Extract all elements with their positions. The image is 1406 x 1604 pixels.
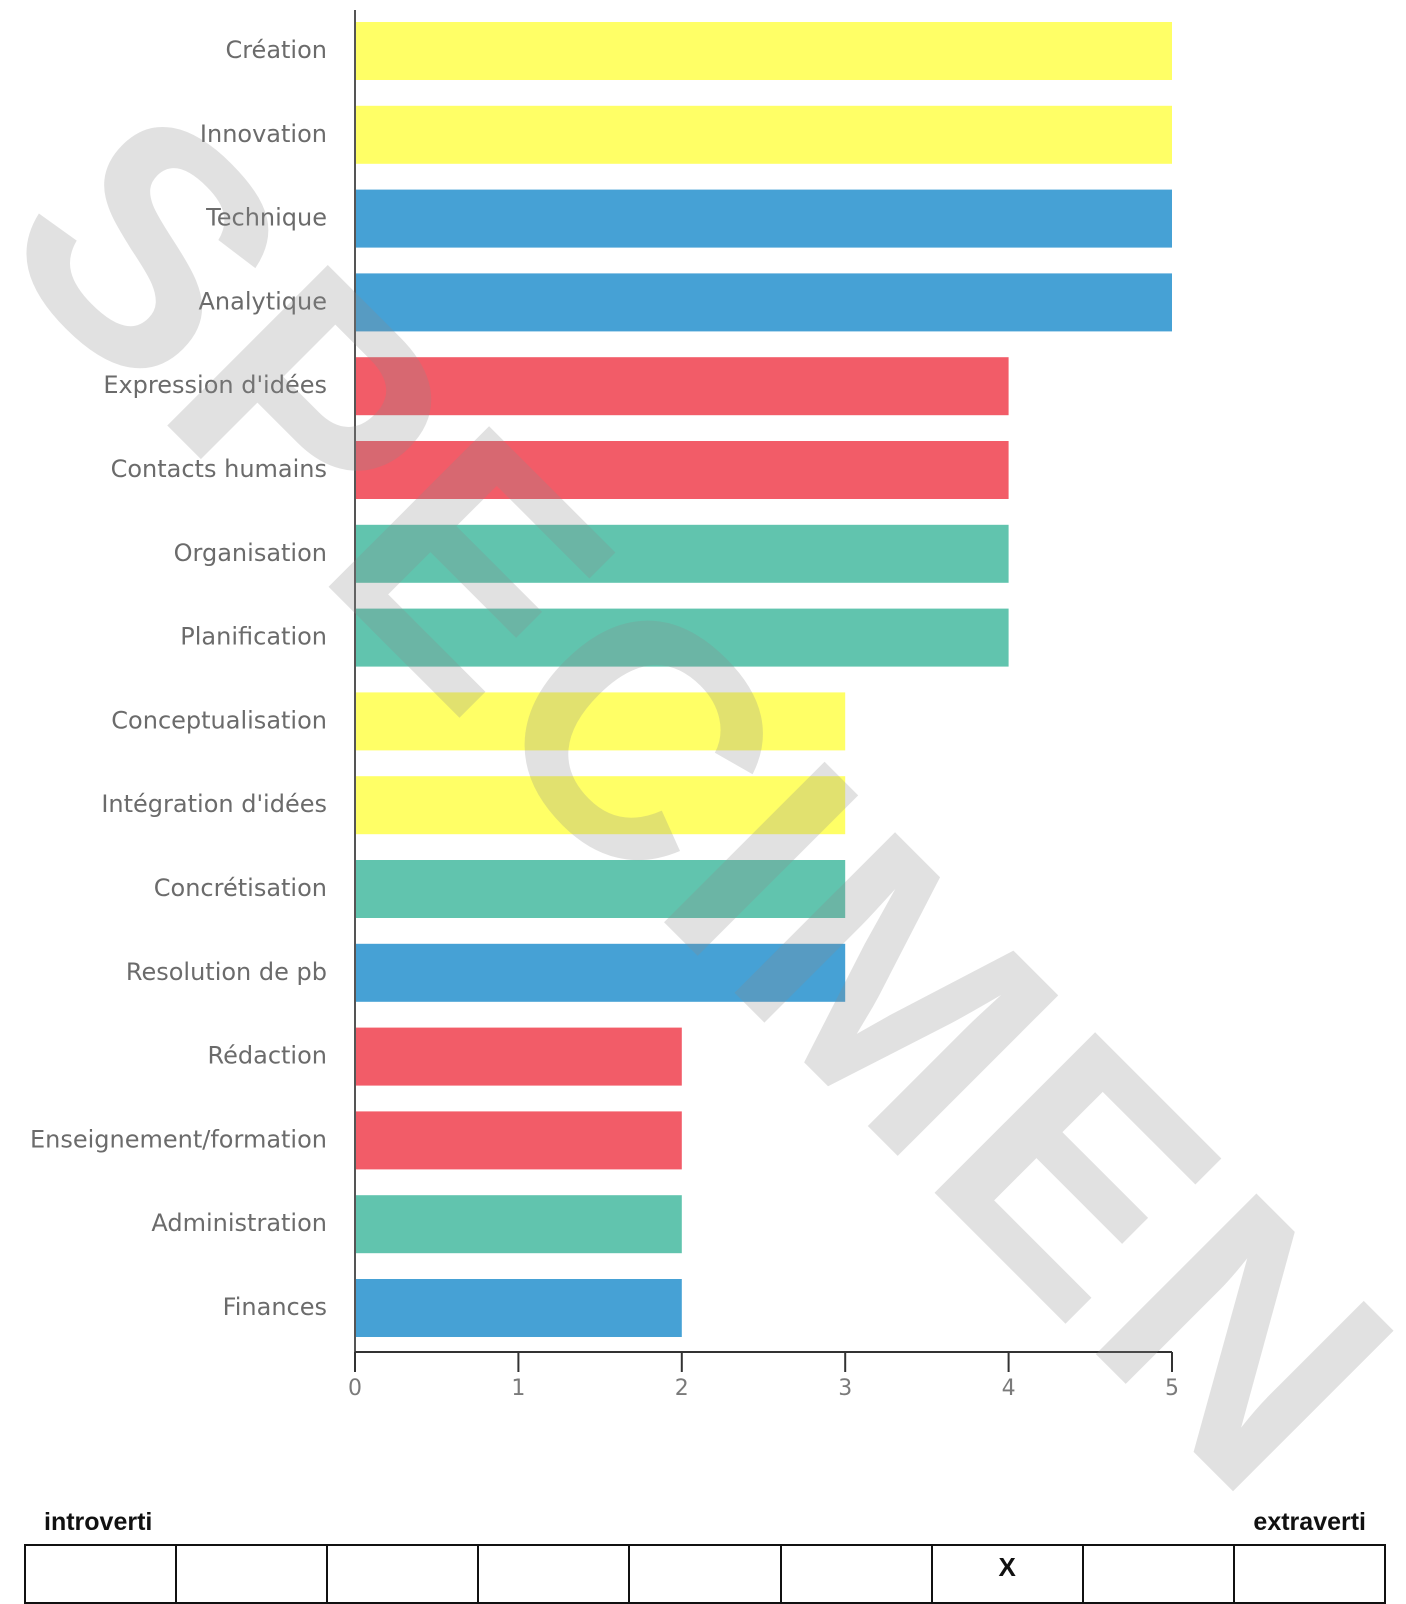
category-label-9: Conceptualisation <box>111 706 327 734</box>
category-label-6: Contacts humains <box>111 455 327 483</box>
scale-cell-2 <box>175 1544 329 1604</box>
bar-8 <box>355 608 1009 667</box>
bar-3 <box>355 189 1172 248</box>
category-label-11: Concrétisation <box>154 874 327 902</box>
scale-cell-4 <box>477 1544 631 1604</box>
category-label-5: Expression d'idées <box>103 371 327 399</box>
category-label-2: Innovation <box>200 120 327 148</box>
scale-cell-7: X <box>930 1544 1084 1604</box>
category-label-12: Resolution de pb <box>126 958 327 986</box>
scale-cell-9 <box>1232 1544 1387 1604</box>
x-tick-label-1: 1 <box>511 1376 525 1401</box>
category-label-14: Enseignement/formation <box>30 1125 327 1153</box>
category-label-7: Organisation <box>174 539 327 567</box>
category-label-8: Planification <box>180 623 327 651</box>
x-tick-label-4: 4 <box>1002 1376 1016 1401</box>
x-axis-ticks: 0 1 2 3 4 5 <box>348 1352 1179 1401</box>
bar-9 <box>355 692 846 751</box>
x-tick-label-5: 5 <box>1165 1376 1179 1401</box>
bar-15 <box>355 1195 682 1254</box>
bar-6 <box>355 441 1009 499</box>
scale-left-label: introverti <box>44 1508 153 1536</box>
bar-1 <box>355 22 1172 80</box>
bar-12 <box>355 943 846 1002</box>
scale-cell-3 <box>326 1544 480 1604</box>
category-label-13: Rédaction <box>208 1042 327 1070</box>
scale-row: X <box>23 1544 1387 1604</box>
x-tick-label-2: 2 <box>675 1376 689 1401</box>
category-label-10: Intégration d'idées <box>101 790 327 818</box>
scale-cell-5 <box>628 1544 782 1604</box>
bar-14 <box>355 1111 682 1170</box>
category-labels: Création Innovation Technique Analytique Exp… <box>30 36 327 1321</box>
category-label-15: Administration <box>151 1209 327 1237</box>
bar-16 <box>355 1279 682 1337</box>
scale-cell-8 <box>1081 1544 1235 1604</box>
bar-4 <box>355 273 1172 332</box>
bar-11 <box>355 860 846 918</box>
category-label-1: Création <box>225 36 327 64</box>
scale-cell-6 <box>779 1544 933 1604</box>
bar-10 <box>355 776 846 835</box>
x-tick-label-3: 3 <box>838 1376 852 1401</box>
bar-13 <box>355 1027 682 1086</box>
category-label-3: Technique <box>205 204 327 232</box>
bar-5 <box>355 357 1009 416</box>
category-label-16: Finances <box>223 1293 327 1321</box>
bars-layer <box>355 22 1172 1337</box>
x-tick-label-0: 0 <box>348 1376 362 1401</box>
scale-right-label: extraverti <box>1253 1508 1366 1536</box>
introversion-scale: X <box>23 1544 1387 1604</box>
category-label-4: Analytique <box>199 287 328 315</box>
bar-7 <box>355 524 1009 583</box>
bar-2 <box>355 105 1172 164</box>
bar-chart: Création Innovation Technique Analytique Exp… <box>30 10 1179 1401</box>
scale-cell-1 <box>23 1544 178 1604</box>
axes <box>354 10 1172 1353</box>
